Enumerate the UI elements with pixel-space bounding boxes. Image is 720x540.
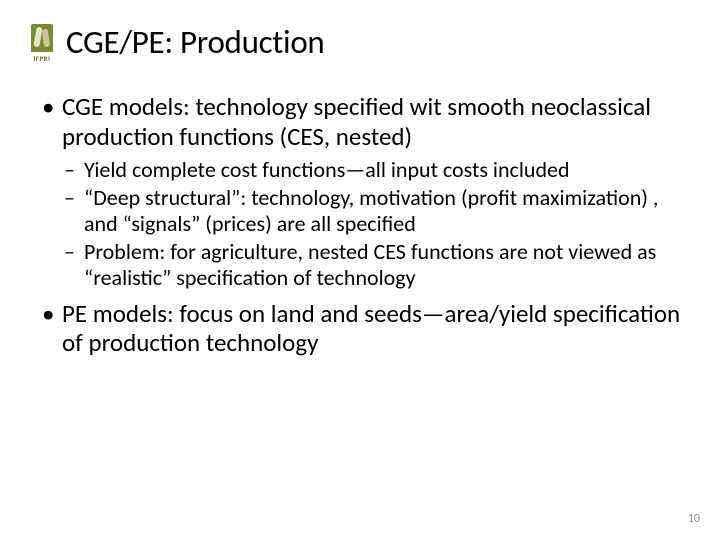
- sub-bullet-text: “Deep structural”: technology, motivatio…: [84, 184, 658, 237]
- ifpri-logo: IFPRI: [28, 24, 56, 66]
- logo-mark-icon: [31, 24, 53, 52]
- sub-bullet-item: Problem: for agriculture, nested CES fun…: [62, 239, 688, 291]
- sub-bullet-item: Yield complete cost functions—all input …: [62, 157, 688, 183]
- bullet-text: PE models: focus on land and seeds—area/…: [62, 298, 680, 359]
- slide-title: CGE/PE: Production: [66, 24, 324, 60]
- bullet-item: PE models: focus on land and seeds—area/…: [40, 299, 688, 358]
- page-number: 10: [688, 512, 700, 526]
- sub-bullet-text: Problem: for agriculture, nested CES fun…: [84, 238, 656, 291]
- slide-content: CGE models: technology specified wit smo…: [28, 92, 692, 358]
- header: IFPRI CGE/PE: Production: [28, 24, 692, 66]
- slide: IFPRI CGE/PE: Production CGE models: tec…: [0, 0, 720, 540]
- sub-bullet-list: Yield complete cost functions—all input …: [62, 157, 688, 291]
- sub-bullet-text: Yield complete cost functions—all input …: [84, 156, 570, 183]
- bullet-list: CGE models: technology specified wit smo…: [40, 92, 688, 358]
- sub-bullet-item: “Deep structural”: technology, motivatio…: [62, 185, 688, 237]
- bullet-text: CGE models: technology specified wit smo…: [62, 91, 651, 152]
- logo-text: IFPRI: [33, 54, 50, 63]
- bullet-item: CGE models: technology specified wit smo…: [40, 92, 688, 291]
